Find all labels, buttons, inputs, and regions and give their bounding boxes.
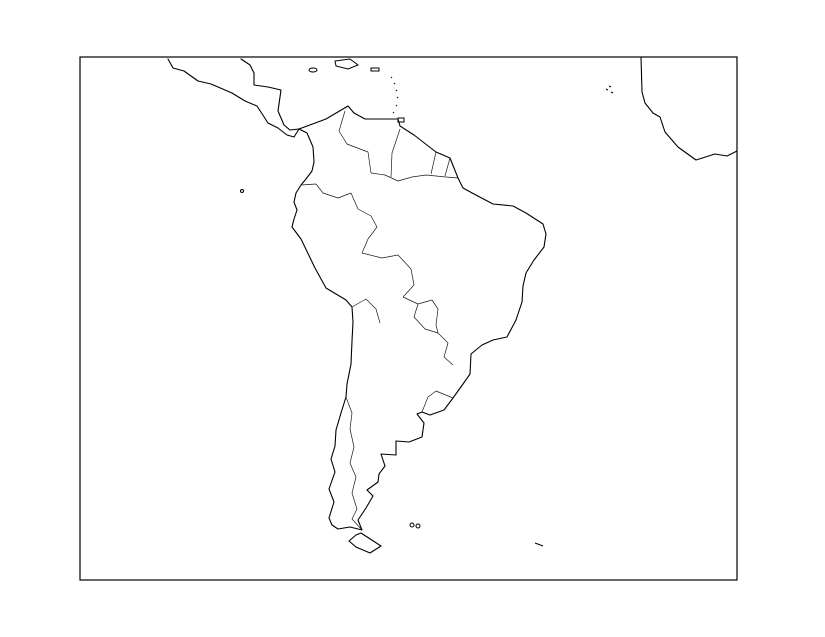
- geography-layer: [167, 57, 737, 554]
- island-south-georgia: [534, 542, 544, 547]
- islands-galapagos: [240, 189, 244, 193]
- coastline-central-america-caribbean: [240, 58, 300, 131]
- coastline-south-america: [291, 105, 547, 531]
- coastline-central-america-pacific: [167, 58, 300, 138]
- plot-frame: [79, 56, 738, 581]
- islands-cape-verde: [605, 85, 614, 94]
- island-trinidad: [397, 117, 405, 123]
- islands-falkland-east: [415, 523, 421, 529]
- island-hispaniola: [334, 58, 360, 70]
- coastline-west-africa: [640, 57, 737, 161]
- coastline-tierra-del-fuego: [348, 532, 382, 554]
- islands-falkland-west: [409, 522, 415, 528]
- island-jamaica: [308, 67, 318, 73]
- country-borders: [300, 110, 459, 531]
- island-puerto-rico: [370, 67, 380, 72]
- islands-lesser-antilles: [390, 76, 399, 114]
